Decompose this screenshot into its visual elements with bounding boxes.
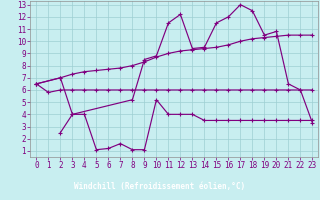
Text: Windchill (Refroidissement éolien,°C): Windchill (Refroidissement éolien,°C) (75, 182, 245, 192)
